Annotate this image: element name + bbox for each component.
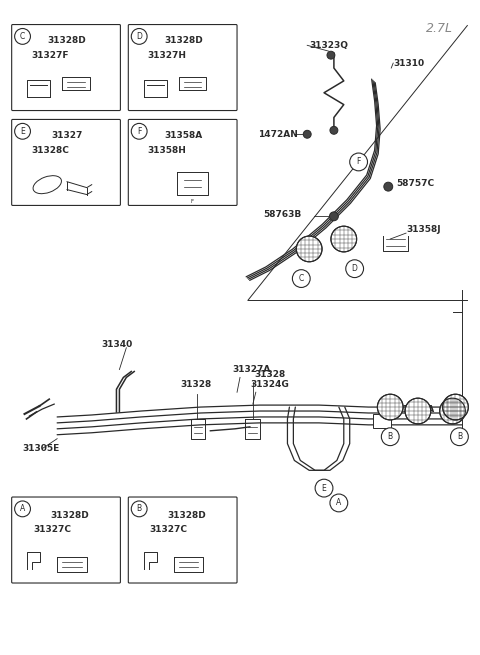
Text: E: E — [322, 483, 326, 493]
Circle shape — [350, 153, 368, 171]
Circle shape — [381, 428, 399, 445]
Text: D: D — [352, 264, 358, 273]
Text: 31328D: 31328D — [164, 36, 203, 45]
Text: 31324G: 31324G — [250, 380, 288, 389]
Circle shape — [131, 29, 147, 45]
Text: 31358H: 31358H — [147, 145, 186, 155]
Text: A: A — [20, 504, 25, 514]
Text: 31358A: 31358A — [165, 131, 203, 140]
FancyBboxPatch shape — [12, 497, 120, 583]
Text: A: A — [336, 498, 341, 508]
Circle shape — [14, 29, 30, 45]
Text: C: C — [299, 274, 304, 283]
Circle shape — [440, 398, 466, 424]
Text: 31327C: 31327C — [33, 525, 71, 534]
Text: F: F — [137, 127, 142, 136]
Text: 31323Q: 31323Q — [309, 41, 348, 50]
Circle shape — [330, 494, 348, 512]
Circle shape — [384, 182, 393, 191]
Text: 2.7L: 2.7L — [425, 22, 453, 35]
Text: B: B — [388, 432, 393, 441]
Circle shape — [315, 479, 333, 497]
Text: 1472AN: 1472AN — [258, 130, 298, 139]
Text: F: F — [191, 200, 194, 204]
FancyBboxPatch shape — [128, 119, 237, 206]
Text: 31328: 31328 — [255, 370, 286, 379]
Circle shape — [327, 51, 335, 59]
Circle shape — [296, 236, 322, 262]
Text: 31305E: 31305E — [23, 444, 60, 453]
Text: 31328D: 31328D — [48, 36, 86, 45]
Ellipse shape — [33, 176, 61, 194]
Text: 58757C: 58757C — [396, 179, 434, 188]
Text: C: C — [20, 32, 25, 41]
Text: 31327C: 31327C — [150, 525, 188, 534]
FancyBboxPatch shape — [12, 24, 120, 111]
Circle shape — [303, 130, 311, 138]
FancyBboxPatch shape — [373, 414, 391, 428]
Text: B: B — [137, 504, 142, 514]
Text: 31328D: 31328D — [167, 512, 206, 520]
Text: 31340: 31340 — [102, 341, 133, 349]
Text: F: F — [357, 157, 361, 166]
Circle shape — [131, 501, 147, 517]
Circle shape — [131, 123, 147, 140]
FancyBboxPatch shape — [12, 119, 120, 206]
Text: 31327F: 31327F — [32, 50, 69, 60]
Text: 31328: 31328 — [180, 380, 212, 389]
Circle shape — [346, 260, 363, 278]
FancyBboxPatch shape — [128, 24, 237, 111]
Text: 31356A: 31356A — [396, 405, 434, 413]
Text: 31327: 31327 — [51, 131, 83, 140]
Circle shape — [377, 394, 403, 420]
Circle shape — [14, 501, 30, 517]
Circle shape — [451, 428, 468, 445]
Circle shape — [443, 394, 468, 420]
Text: 31327A: 31327A — [232, 365, 270, 374]
Circle shape — [292, 270, 310, 288]
Circle shape — [14, 123, 30, 140]
Text: E: E — [20, 127, 25, 136]
Text: 58763B: 58763B — [264, 210, 302, 219]
Circle shape — [330, 126, 338, 134]
Text: B: B — [457, 432, 462, 441]
Text: 31310: 31310 — [393, 58, 424, 67]
Text: D: D — [136, 32, 142, 41]
Text: 31358J: 31358J — [406, 225, 441, 234]
Circle shape — [331, 226, 357, 252]
Text: 31328D: 31328D — [50, 512, 89, 520]
Circle shape — [329, 212, 338, 221]
Circle shape — [405, 398, 431, 424]
FancyBboxPatch shape — [128, 497, 237, 583]
Text: 31327H: 31327H — [147, 50, 186, 60]
Text: 31328C: 31328C — [31, 145, 69, 155]
